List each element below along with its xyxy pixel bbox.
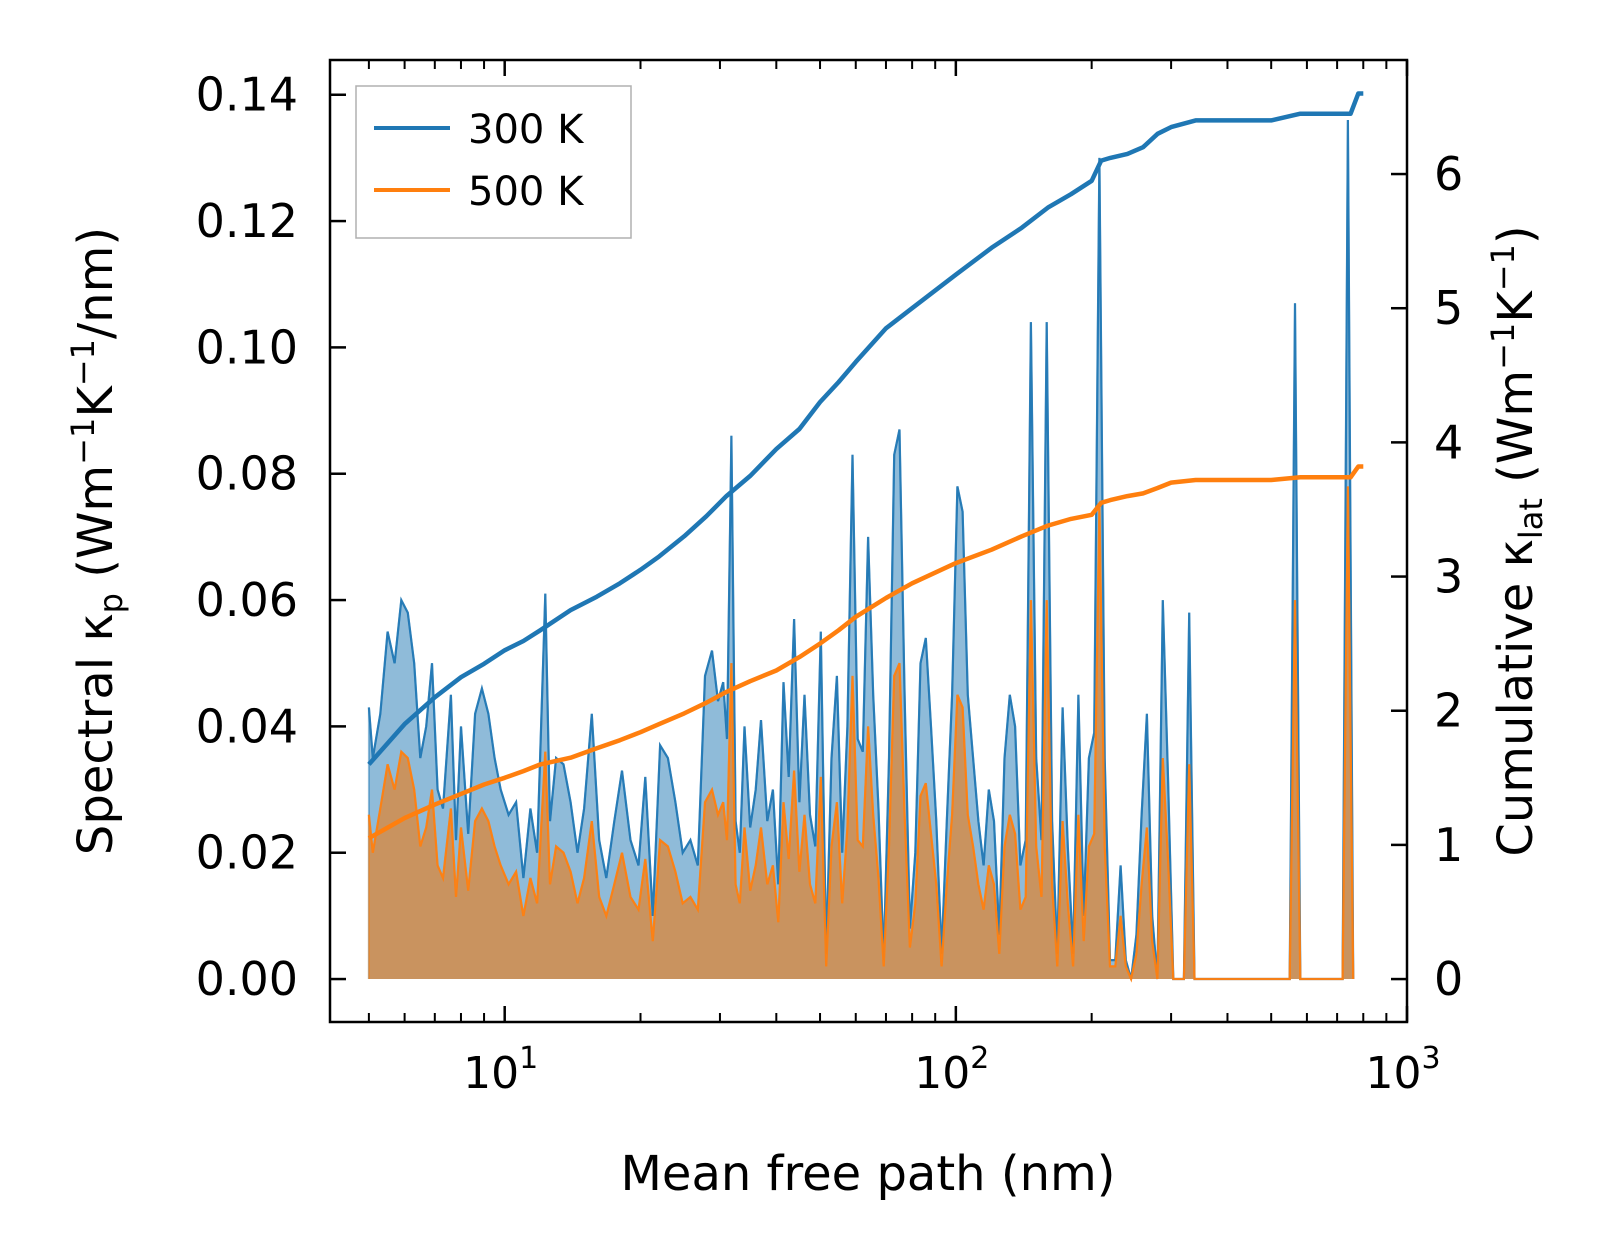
y-left-label-sup1: −1 [64,418,102,465]
axis-ticks: 101 102 1030.000.020.040.060.080.100.120.1… [196,60,1463,1099]
cumulative-line-300-k [367,91,1364,766]
y-right-tick-label: 5 [1434,281,1463,335]
cumulative-line-500-k [367,464,1364,841]
y-left-tick-label: 0.06 [196,573,298,627]
y-right-label-sup2: −1 [1484,244,1522,291]
spectral-line-500-k-spectral [367,486,1355,983]
legend-label-300k: 300 K [468,107,585,153]
y-right-tick-label: 0 [1434,952,1463,1006]
x-tick-label-base: 10 [463,1048,519,1099]
y-right-tick-label: 2 [1434,684,1463,738]
y-left-label-main: Spectral κ [68,613,124,855]
y-left-label-prefix: (Wm [68,465,124,593]
x-tick-label-base: 10 [914,1048,970,1099]
x-tick-label: 102 [914,1041,989,1099]
y-right-label-prefix: (Wm [1488,370,1544,498]
x-tick-label: 103 [1365,1041,1440,1099]
y-right-label-sup1: −1 [1484,323,1522,370]
y-left-label-sub: p [92,593,130,613]
y-right-label-mid: K [1488,290,1544,323]
y-right-tick-label: 6 [1434,147,1463,201]
y-right-tick-label: 3 [1434,550,1463,604]
y-left-tick-label: 0.12 [196,194,298,248]
series-lines [367,91,1364,841]
legend: 300 K 500 K [355,85,632,239]
x-tick-label: 101 [463,1041,538,1099]
y-right-tick-label: 4 [1434,415,1463,469]
x-tick-label-exp: 2 [970,1041,989,1076]
y-left-label-mid: K [68,385,124,418]
y-left-label-sup2: −1 [64,339,102,386]
y-right-label-sub: lat [1512,498,1550,539]
y-left-label-suffix: /nm) [68,227,124,339]
x-tick-label-exp: 1 [519,1041,538,1076]
y-left-tick-label: 0.04 [196,699,298,753]
y-right-label-suffix: ) [1488,225,1544,244]
plot-frame [328,58,1409,1024]
y-left-tick-label: 0.10 [196,320,298,374]
y-right-axis-label: Cumulative κlat (Wm−1K−1) [1484,225,1550,856]
y-left-tick-label: 0.14 [196,68,298,122]
legend-box [355,85,632,239]
y-left-tick-label: 0.00 [196,952,298,1006]
y-right-tick-label: 1 [1434,818,1463,872]
x-tick-label-exp: 3 [1421,1041,1440,1076]
y-left-tick-label: 0.02 [196,826,298,880]
y-right-label-main: Cumulative κ [1488,539,1544,857]
y-left-axis-label: Spectral κp (Wm−1K−1/nm) [64,227,130,855]
x-tick-label-base: 10 [1365,1048,1421,1099]
spectral-fills [367,119,1355,983]
legend-label-500k: 500 K [468,169,585,215]
x-axis-label: Mean free path (nm) [621,1146,1116,1202]
y-left-tick-label: 0.08 [196,447,298,501]
